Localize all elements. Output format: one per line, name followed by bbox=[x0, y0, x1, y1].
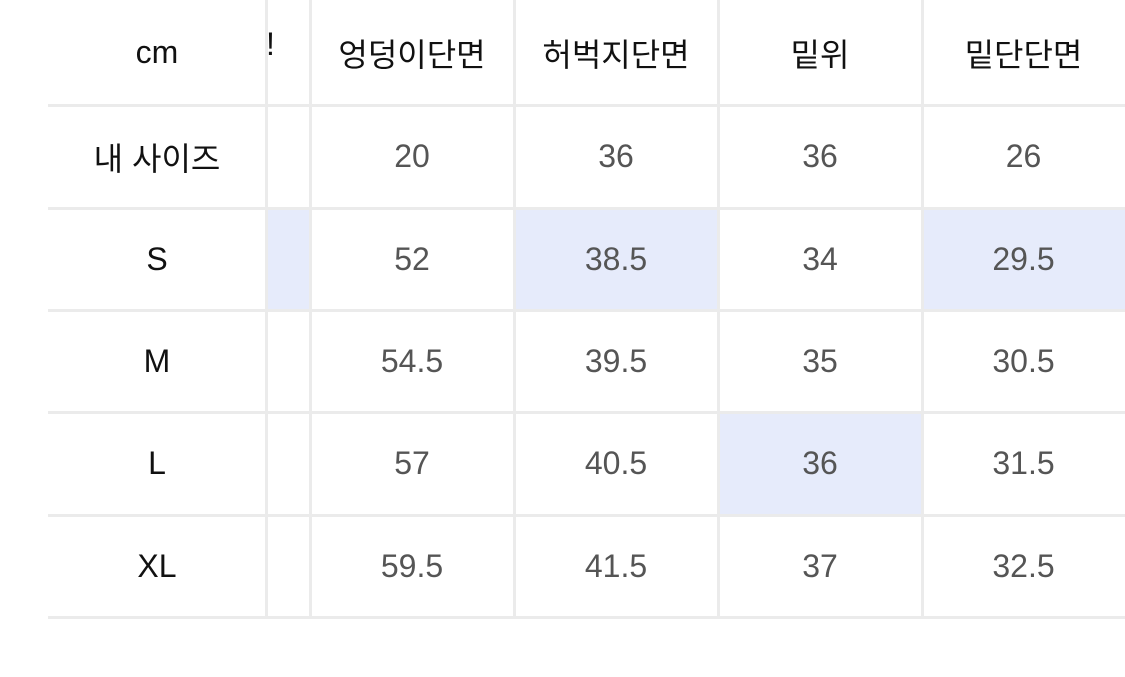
column-header: 허벅지단면 bbox=[542, 36, 690, 73]
partial-cell bbox=[266, 105, 310, 208]
row-label: XL bbox=[137, 547, 177, 584]
table-cell: 52 bbox=[394, 240, 430, 277]
table-cell: 38.5 bbox=[514, 208, 718, 310]
partial-cell bbox=[266, 515, 310, 617]
table-cell: 39.5 bbox=[584, 342, 648, 379]
table-cell: 36 bbox=[718, 412, 922, 515]
table-cell: 29.5 bbox=[922, 208, 1125, 310]
table-cell: 36 bbox=[598, 138, 634, 174]
column-header: 밑단단면 bbox=[964, 36, 1083, 73]
table-cell: 30.5 bbox=[992, 342, 1055, 379]
row-label: 내 사이즈 bbox=[93, 140, 221, 177]
column-divider bbox=[513, 0, 516, 618]
table-cell: 35 bbox=[802, 342, 838, 379]
table-cell: 31.5 bbox=[992, 445, 1055, 481]
table-cell: 59.5 bbox=[380, 547, 444, 584]
row-divider bbox=[48, 309, 1125, 312]
row-divider bbox=[48, 616, 1125, 619]
column-divider bbox=[717, 0, 720, 618]
row-divider bbox=[48, 207, 1125, 210]
column-header: 엉덩이단면 bbox=[338, 36, 486, 73]
partial-cell bbox=[266, 412, 310, 515]
table-cell: 32.5 bbox=[992, 547, 1055, 584]
corner-header-cm: cm bbox=[135, 34, 179, 70]
partial-cell bbox=[266, 310, 310, 412]
table-cell: 36 bbox=[802, 138, 838, 174]
row-label: L bbox=[148, 445, 166, 481]
row-divider bbox=[48, 514, 1125, 517]
table-cell: 57 bbox=[394, 445, 430, 481]
table-cell: 34 bbox=[802, 240, 838, 277]
table-cell: 40.5 bbox=[584, 445, 648, 481]
row-label: S bbox=[146, 240, 168, 277]
table-cell: 54.5 bbox=[380, 342, 444, 379]
table-cell: 26 bbox=[1005, 138, 1042, 174]
partial-cell bbox=[266, 208, 310, 310]
column-divider bbox=[921, 0, 924, 618]
table-cell: 37 bbox=[802, 547, 838, 584]
table-cell: 20 bbox=[394, 138, 430, 174]
table-cell: 41.5 bbox=[584, 547, 648, 584]
partial-column-header: ! bbox=[266, 26, 275, 62]
column-divider bbox=[265, 0, 268, 618]
column-divider bbox=[309, 0, 312, 618]
row-label: M bbox=[143, 342, 171, 379]
column-header: 밑위 bbox=[790, 36, 850, 73]
row-divider bbox=[48, 104, 1125, 107]
row-divider bbox=[48, 411, 1125, 414]
